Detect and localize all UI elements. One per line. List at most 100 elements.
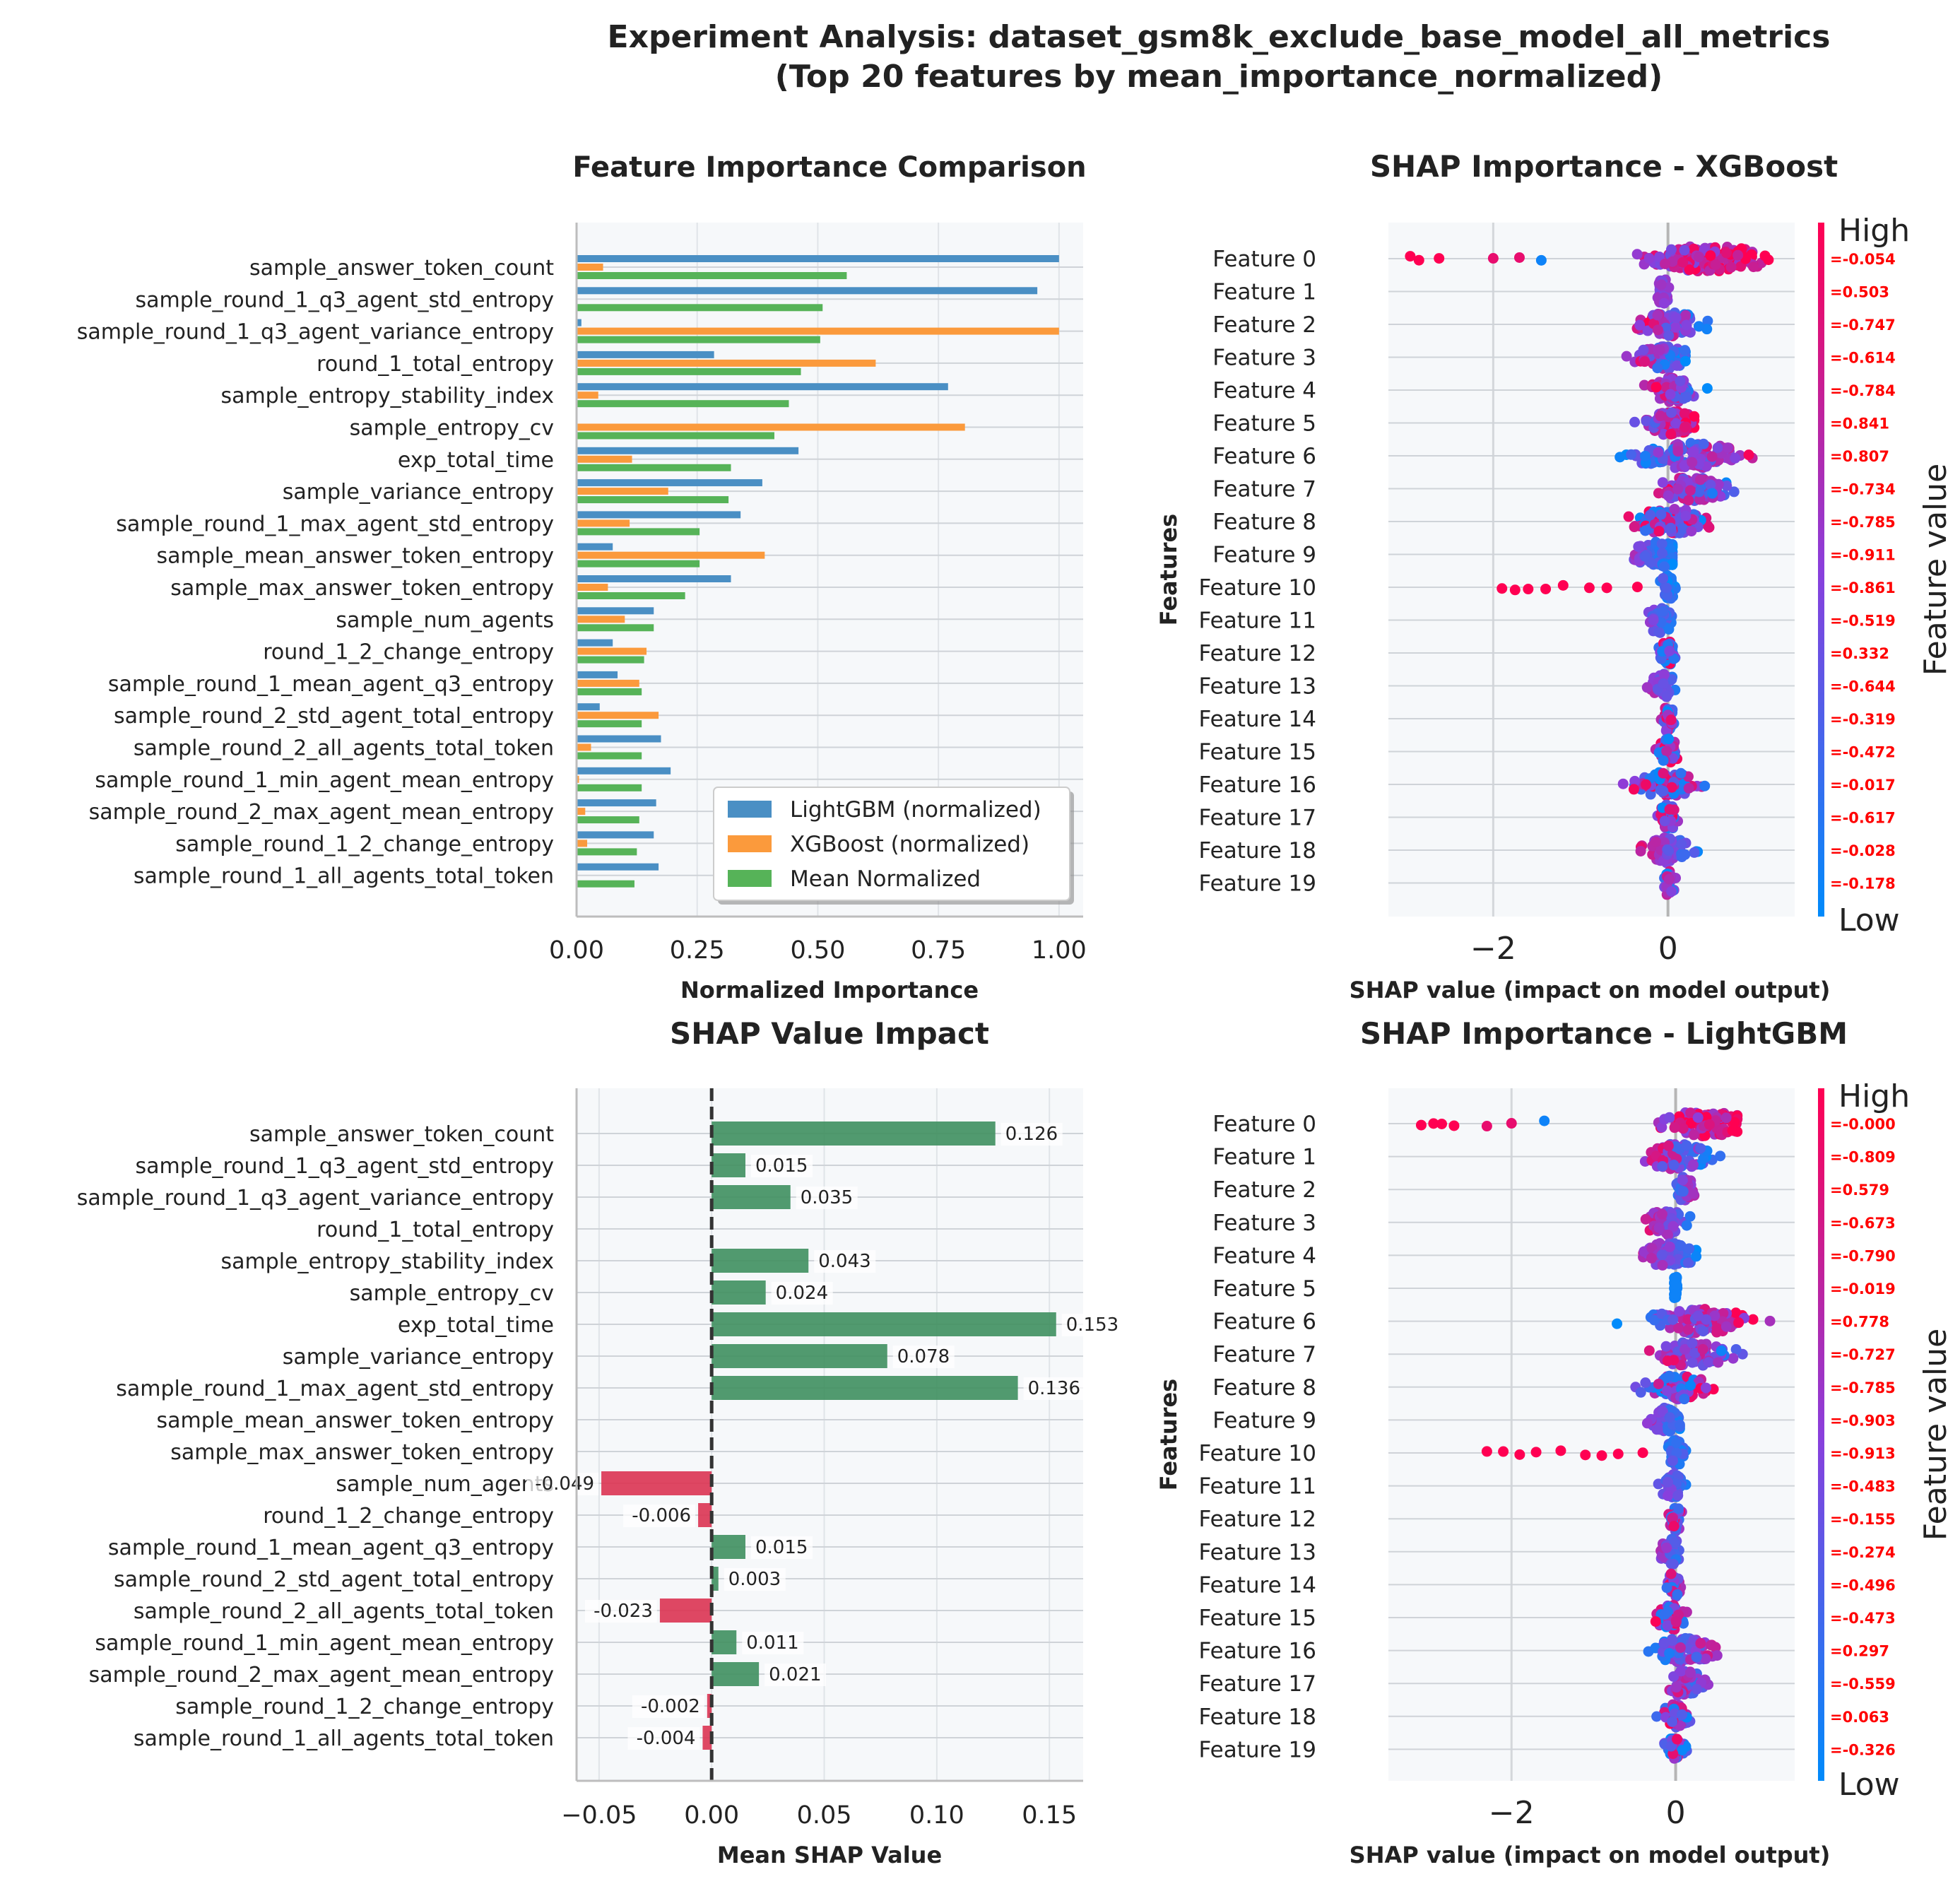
shap-xgb-chart-dot [1689, 847, 1700, 858]
shap-lgbm-chart-xlabel: SHAP value (impact on model output) [1350, 1842, 1831, 1868]
shap-lgbm-chart-feature-label: Feature 19 [1199, 1737, 1316, 1762]
impact-value-label-bg [1061, 1314, 1123, 1336]
legend-entry: XGBoost (normalized) [790, 832, 1029, 857]
shap-xgb-chart-dot [1659, 816, 1670, 827]
shap-xgb-chart-plot-area [1388, 223, 1795, 917]
importance-xtick-label: 0.75 [911, 936, 966, 965]
shap-lgbm-chart-dot [1679, 1394, 1690, 1405]
shap-lgbm-chart-dot [1682, 1257, 1694, 1268]
importance-bar [577, 679, 639, 687]
shap-lgbm-chart-annotation: =-0.274 [1830, 1544, 1896, 1561]
shap-lgbm-chart-dot [1641, 1418, 1653, 1429]
shap-lgbm-chart-dot [1650, 1616, 1661, 1627]
importance-xtick-label: 1.00 [1032, 936, 1087, 965]
legend-entry: LightGBM (normalized) [790, 797, 1041, 823]
impact-value-label-bg [764, 1664, 827, 1686]
impact-category-label: sample_round_1_q3_agent_variance_entropy [77, 1186, 554, 1211]
shap-xgb-chart-dot [1658, 572, 1669, 584]
shap-xgb-chart-dot [1652, 310, 1663, 321]
shap-lgbm-chart-feature-label: Feature 10 [1199, 1441, 1316, 1466]
shap-xgb-chart-dot [1655, 279, 1667, 290]
shap-xgb-chart-dot [1652, 324, 1663, 336]
shap-xgb-chart-outlier-dot [1405, 251, 1416, 262]
shap-lgbm-chart-dot [1661, 1582, 1672, 1594]
shap-lgbm-chart-feature-label: Feature 16 [1199, 1639, 1316, 1664]
shap-xgb-chart-annotation: =-0.319 [1830, 711, 1896, 728]
shap-lgbm-chart-feature-label: Feature 2 [1212, 1177, 1316, 1203]
shap-xgb-chart-feature-label: Feature 12 [1199, 641, 1316, 666]
shap-lgbm-chart-feature-label: Feature 9 [1212, 1408, 1316, 1433]
shap-lgbm-chart-dot [1698, 1326, 1709, 1337]
shap-xgb-chart-feature-label: Feature 13 [1199, 674, 1316, 700]
figure-title-line2: (Top 20 features by mean_importance_norm… [774, 59, 1663, 95]
shap-xgb-chart-annotation: =-0.178 [1830, 876, 1896, 893]
shap-xgb-chart-dot [1664, 645, 1675, 657]
impact-bar [712, 1249, 809, 1273]
shap-xgb-chart-dot [1640, 450, 1651, 461]
importance-bar [577, 592, 685, 599]
shap-xgb-chart-dot [1722, 442, 1733, 454]
shap-lgbm-chart-dot [1692, 1310, 1704, 1321]
shap-lgbm-chart-annotation: =-0.496 [1830, 1577, 1896, 1594]
importance-category-label: sample_round_1_max_agent_std_entropy [116, 512, 554, 536]
shap-xgb-chart-dot [1658, 669, 1670, 681]
shap-lgbm-chart-annotation: =0.579 [1830, 1182, 1889, 1199]
shap-lgbm-chart-annotation: =-0.483 [1830, 1478, 1896, 1495]
shap-lgbm-chart-dot [1677, 1174, 1688, 1186]
impact-bar [712, 1376, 1018, 1400]
shap-xgb-chart-dot [1694, 486, 1705, 498]
shap-lgbm-chart-dot [1671, 1288, 1682, 1300]
shap-xgb-chart-dot [1701, 383, 1713, 394]
shap-lgbm-chart-dot [1697, 1343, 1708, 1355]
shap-xgb-chart-dot [1689, 411, 1700, 422]
shap-xgb-chart-annotation: =-0.785 [1830, 514, 1896, 531]
shap-xgb-chart-dot [1710, 259, 1721, 271]
shap-lgbm-chart-dot [1700, 1653, 1711, 1664]
shap-xgb-chart-annotation: =0.332 [1830, 645, 1889, 662]
shap-lgbm-chart-dot [1612, 1318, 1623, 1329]
shap-xgb-chart-title: SHAP Importance - XGBoost [1370, 149, 1838, 184]
shap-lgbm-chart-dot [1672, 1589, 1683, 1600]
shap-xgb-chart-dot [1670, 322, 1681, 333]
shap-xgb-chart-dot [1658, 428, 1669, 440]
importance-category-label: sample_round_1_q3_agent_variance_entropy [77, 320, 554, 345]
shap-xgb-chart-colorbar [1818, 223, 1824, 917]
shap-lgbm-chart-dots [1415, 1107, 1776, 1764]
shap-lgbm-chart-dot [1663, 1140, 1674, 1151]
shap-xgb-chart-dot [1670, 418, 1682, 429]
shap-xgb-chart-dot [1705, 250, 1716, 261]
shap-xgb-chart-dot [1665, 714, 1677, 726]
shap-lgbm-chart-colorbar-label: Feature value [1918, 1329, 1954, 1541]
importance-category-label: sample_max_answer_token_entropy [170, 576, 554, 601]
shap-xgb-chart-annotation: =-0.519 [1830, 613, 1896, 630]
shap-lgbm-chart-dot [1679, 1343, 1691, 1355]
shap-xgb-chart-annotation: =0.841 [1830, 416, 1889, 432]
importance-category-label: sample_round_1_mean_agent_q3_entropy [108, 672, 554, 697]
importance-bar [577, 840, 588, 847]
importance-bar [577, 880, 634, 888]
shap-lgbm-chart-dot [1687, 1338, 1698, 1349]
shap-xgb-chart-outlier-dot [1631, 582, 1643, 593]
importance-bar [577, 464, 731, 471]
shap-lgbm-chart-dot [1691, 1652, 1702, 1663]
shap-lgbm-chart-outlier-dot [1555, 1445, 1566, 1456]
importance-bar [577, 319, 581, 326]
shap-xgb-chart-dot [1645, 789, 1656, 800]
importance-category-label: sample_round_1_q3_agent_std_entropy [135, 288, 554, 312]
shap-lgbm-chart-dot [1640, 1213, 1651, 1225]
importance-bar [577, 624, 654, 632]
impact-value-label-bg [771, 1282, 833, 1305]
importance-category-label: sample_round_1_all_agents_total_token [134, 864, 554, 889]
shap-xgb-chart-feature-label: Feature 9 [1212, 543, 1316, 568]
shap-xgb-chart-dot [1669, 503, 1680, 514]
shap-lgbm-chart-dot [1657, 1259, 1668, 1271]
shap-lgbm-chart-dot [1674, 1419, 1685, 1430]
impact-category-label: sample_round_1_q3_agent_std_entropy [135, 1154, 554, 1179]
impact-category-label: sample_round_1_all_agents_total_token [134, 1726, 554, 1751]
impact-value-label-bg [623, 1505, 696, 1527]
shap-xgb-chart-dot [1702, 315, 1713, 326]
shap-lgbm-chart-dot [1677, 1186, 1689, 1197]
shap-lgbm-chart-annotation: =-0.559 [1830, 1676, 1896, 1692]
shap-lgbm-chart-outlier-dot [1637, 1447, 1648, 1459]
importance-bar [577, 816, 639, 824]
